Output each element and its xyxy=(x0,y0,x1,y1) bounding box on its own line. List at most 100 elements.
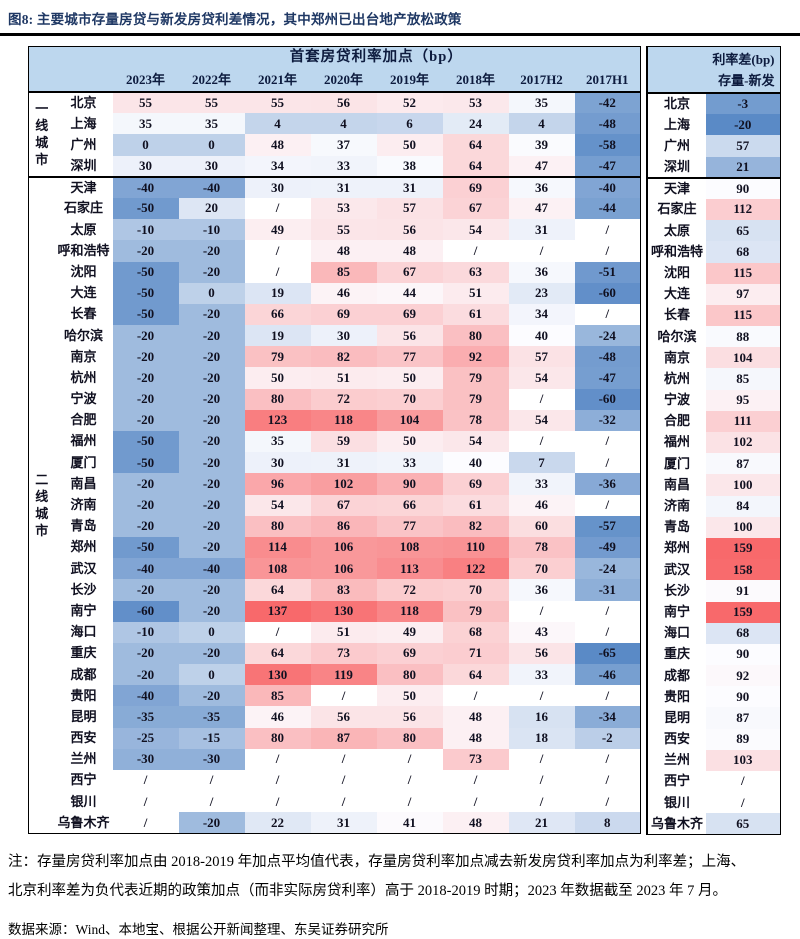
rate-cell: 56 xyxy=(376,219,443,241)
rate-cell: 67 xyxy=(310,494,377,516)
city-label: 合肥 xyxy=(54,409,113,431)
rate-cell: 47 xyxy=(508,155,575,177)
diff-cell: 90 xyxy=(706,686,781,708)
city-label: 长沙 xyxy=(647,580,707,602)
rate-cell: 0 xyxy=(112,134,179,156)
rate-cell: -20 xyxy=(178,642,245,665)
rate-cell: 130 xyxy=(244,664,311,686)
city-label: 呼和浩特 xyxy=(54,240,113,262)
rate-cell: -48 xyxy=(574,346,641,368)
rate-cell: / xyxy=(574,685,641,707)
diff-row: 厦门 87 xyxy=(647,453,781,475)
rate-cell: 72 xyxy=(310,388,377,410)
rate-cell: -20 xyxy=(112,494,179,516)
table-row: 厦门 -50 -20 30 31 33 40 7/ xyxy=(29,452,641,474)
diff-row: 天津 90 xyxy=(647,176,781,199)
table-row: 南京 -20 -20 79 82 77 92 57 -48 xyxy=(29,346,641,368)
rate-cell: -50 xyxy=(112,261,179,283)
footnotes: 注：存量房贷利率加点由 2018-2019 年加点平均值代表，存量房贷利率加点减… xyxy=(8,848,792,939)
rate-cell: 67 xyxy=(376,261,443,283)
city-label: 昆明 xyxy=(647,707,707,729)
city-label: 郑州 xyxy=(647,537,707,560)
rate-cell: 31 xyxy=(310,452,377,474)
rate-cell: -20 xyxy=(178,346,245,368)
diff-cell: 102 xyxy=(706,432,781,454)
rate-cell: 55 xyxy=(310,219,377,241)
rate-cell: 20 xyxy=(178,197,245,220)
rate-cell: -10 xyxy=(178,219,245,241)
rate-cell: 48 xyxy=(442,706,509,728)
rate-cell: 79 xyxy=(244,346,311,368)
rate-cell: 56 xyxy=(310,92,377,114)
rate-cell: -20 xyxy=(112,325,179,347)
rate-cell: / xyxy=(508,791,575,813)
diff-header-line1: 利率差(bp) xyxy=(712,51,775,67)
rate-cell: 64 xyxy=(442,664,509,686)
tier-label: 一线城市 xyxy=(28,92,55,177)
diff-cell: 97 xyxy=(706,283,781,305)
rate-cell: -20 xyxy=(178,473,245,495)
year-column-header: 2022年 xyxy=(178,69,245,92)
rate-cell: 78 xyxy=(508,536,575,559)
table-row: 武汉 -40 -40 108 106 113 122 70 -24 xyxy=(29,558,641,580)
table-row: 沈阳 -50 -20/85 67 63 36 -51 xyxy=(29,261,641,283)
rate-cell: 49 xyxy=(376,621,443,643)
city-label: 宁波 xyxy=(54,388,113,410)
rate-cell: 61 xyxy=(442,494,509,516)
rate-cell: / xyxy=(574,240,641,262)
rate-cell: 56 xyxy=(310,706,377,728)
rate-cell: 48 xyxy=(442,812,509,834)
rate-cell: 48 xyxy=(376,240,443,262)
rate-cell: 55 xyxy=(112,92,179,114)
rate-cell: 77 xyxy=(376,346,443,368)
rate-cell: 119 xyxy=(310,664,377,686)
rate-cell: -24 xyxy=(574,558,641,580)
year-column-header: 2020年 xyxy=(310,69,377,92)
rate-cell: 108 xyxy=(376,536,443,559)
rate-cell: 33 xyxy=(508,664,575,686)
city-label: 沈阳 xyxy=(54,261,113,283)
city-label: 贵阳 xyxy=(647,686,707,708)
rate-cell: 33 xyxy=(508,473,575,495)
rate-cell: 21 xyxy=(508,812,575,834)
city-label: 天津 xyxy=(54,175,113,198)
table-row: 杭州 -20 -20 50 51 50 79 54 -47 xyxy=(29,367,641,389)
rate-cell: 106 xyxy=(310,536,377,559)
table-row: 西宁 / / / / / / / / xyxy=(29,770,641,792)
city-label: 西宁 xyxy=(54,770,113,792)
diff-row: 太原 65 xyxy=(647,220,781,242)
rate-cell: -50 xyxy=(112,536,179,559)
rate-cell: 0 xyxy=(178,664,245,686)
city-label: 深圳 xyxy=(647,156,707,178)
rate-cell: -65 xyxy=(574,642,641,665)
diff-cell: 90 xyxy=(706,643,781,666)
diff-cell: 115 xyxy=(706,304,781,327)
diff-table-header: 利率差(bp) 存量-新发 xyxy=(647,46,781,93)
city-label: 南京 xyxy=(54,346,113,368)
rate-cell: -20 xyxy=(178,812,245,834)
diff-row: 兰州 103 xyxy=(647,749,781,771)
rate-cell: -40 xyxy=(112,558,179,580)
table-row: 哈尔滨 -20 -20 19 30 56 80 40 -24 xyxy=(29,325,641,347)
rate-cell: -20 xyxy=(112,579,179,601)
rate-cell: 83 xyxy=(310,579,377,601)
rate-cell: 50 xyxy=(376,367,443,389)
diff-cell: 87 xyxy=(706,707,781,729)
city-label: 南宁 xyxy=(54,600,113,622)
rate-cell: 47 xyxy=(508,197,575,220)
header-blank-cell xyxy=(28,69,113,92)
rate-cell: 35 xyxy=(178,113,245,135)
diff-row: 武汉 158 xyxy=(647,559,781,581)
rate-cell: 85 xyxy=(244,685,311,707)
rate-cell: -20 xyxy=(112,388,179,410)
table-row: 海口 -10 0/51 49 68 43/ xyxy=(29,621,641,643)
rate-cell: 54 xyxy=(244,494,311,516)
rate-cell: 66 xyxy=(244,303,311,326)
city-label: 天津 xyxy=(647,176,707,199)
rate-cell: 67 xyxy=(442,197,509,220)
rate-cell: 46 xyxy=(244,706,311,728)
rate-cell: 53 xyxy=(310,197,377,220)
diff-cell: 91 xyxy=(706,580,781,602)
rate-cell: -57 xyxy=(574,515,641,537)
rate-cell: / xyxy=(310,748,377,770)
